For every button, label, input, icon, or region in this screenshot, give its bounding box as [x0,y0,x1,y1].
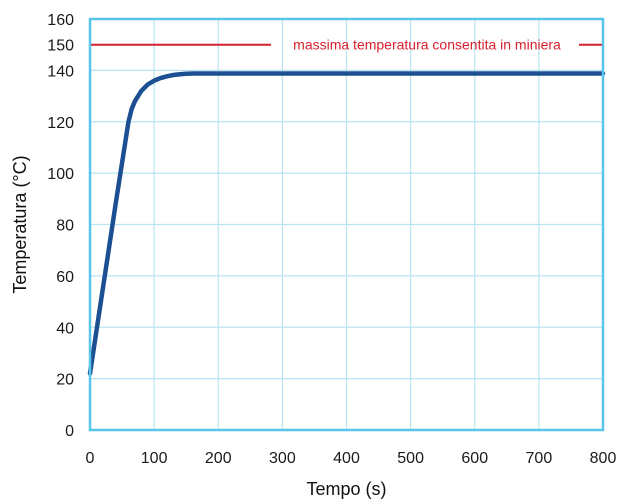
x-tick-label: 500 [397,450,424,467]
y-tick-label: 0 [65,423,74,440]
y-tick-label: 100 [47,166,74,183]
y-axis-title: Temperatura (°C) [10,155,30,293]
y-axis-ticks: 0 20 40 60 80 100 120 140 160 [47,12,74,440]
y-tick-label: 20 [56,372,74,389]
y-tick-label: 60 [56,269,74,286]
y-tick-label: 160 [47,12,74,29]
x-tick-label: 200 [205,450,232,467]
x-tick-label: 600 [461,450,488,467]
y-tick-label: 140 [47,63,74,80]
x-axis-ticks: 0 100 200 300 400 500 600 700 800 [86,450,617,467]
x-tick-label: 100 [141,450,168,467]
series-layer [87,71,606,376]
series-line-0 [87,71,606,376]
reference-line-caption: massima temperatura consentita in minier… [293,37,561,53]
x-tick-label: 300 [269,450,296,467]
x-tick-label: 700 [526,450,553,467]
x-tick-label: 800 [590,450,617,467]
grid [89,18,604,431]
x-tick-label: 0 [86,450,95,467]
x-tick-label: 400 [333,450,360,467]
x-axis-title: Tempo (s) [306,479,386,499]
plot-frame [88,17,605,432]
y-tick-label: 80 [56,218,74,235]
y-tick-label: 120 [47,115,74,132]
reference-line-group: massima temperatura consentita in minier… [47,37,603,55]
reference-line-value-label: 150 [47,38,74,55]
y-tick-label: 40 [56,320,74,337]
